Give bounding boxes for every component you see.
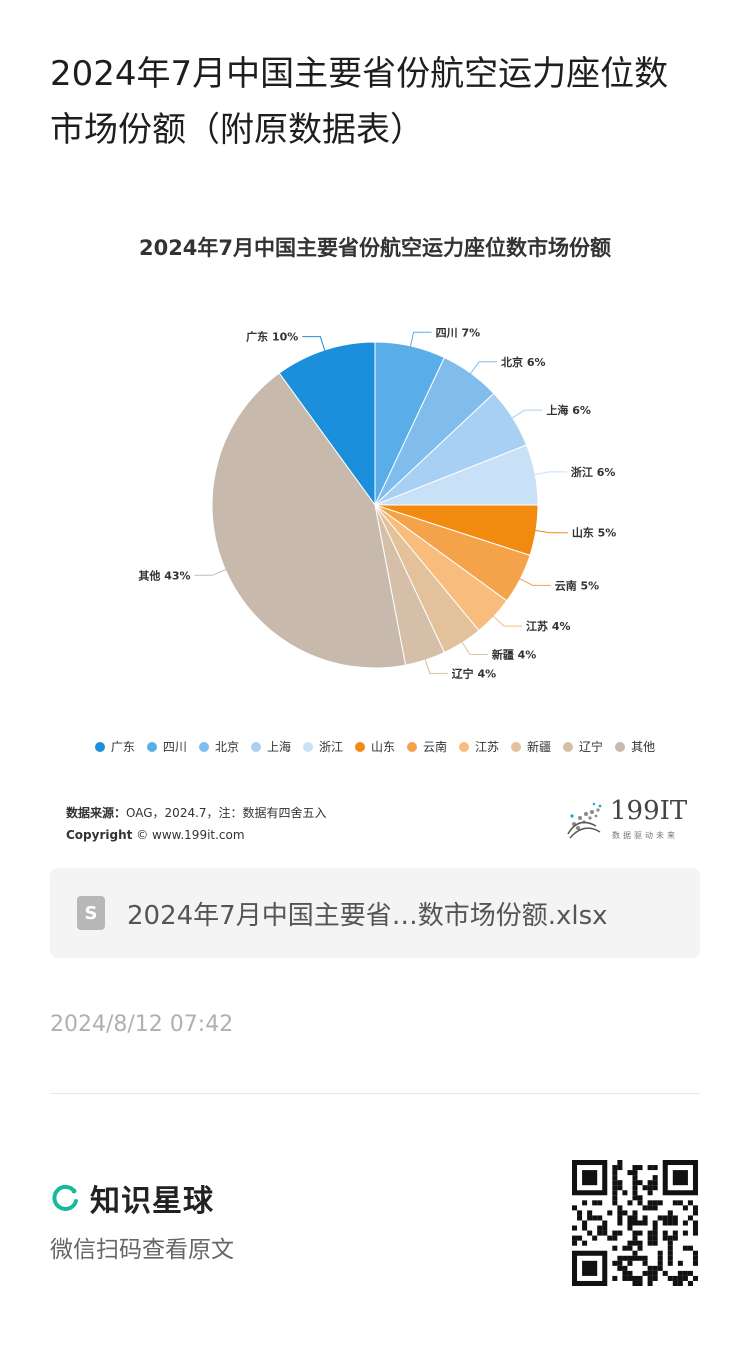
legend-item-0: 广东 xyxy=(94,738,135,755)
legend-item-8: 新疆 xyxy=(511,738,551,755)
legend-label: 辽宁 xyxy=(579,740,604,754)
legend-label: 广东 xyxy=(110,740,135,754)
legend-dot-icon xyxy=(250,741,261,752)
legend-label: 江苏 xyxy=(475,740,500,754)
chart-title: 2024年7月中国主要省份航空运力座位数市场份额 xyxy=(138,236,612,260)
leader-line-0 xyxy=(302,336,327,354)
chart-legend: 广东 四川 北京 上海 浙江 山东 云南 江苏 新疆 辽宁 其他 xyxy=(0,738,750,755)
zsxq-logo-icon xyxy=(52,1184,78,1211)
legend-dot-icon xyxy=(146,741,157,752)
slice-label-0: 广东 10% xyxy=(246,330,298,344)
slice-label-7: 江苏 4% xyxy=(526,619,571,633)
chart-source: 数据来源：OAG，2024.7，注：数据有四舍五入 Copyright © ww… xyxy=(66,802,327,846)
pie-chart: 广东 10% 四川 7% 北京 6% 上海 6% 浙江 6% 山东 5% 云南 5% 江苏 4… xyxy=(138,326,617,680)
slice-label-4: 浙江 6% xyxy=(571,465,616,479)
leader-line-7 xyxy=(490,613,523,627)
qr-code-icon[interactable] xyxy=(572,1160,698,1286)
slice-label-5: 山东 5% xyxy=(572,526,617,540)
slice-label-3: 上海 6% xyxy=(546,403,591,417)
leader-line-4 xyxy=(531,471,567,476)
scan-hint: 微信扫码查看原文 xyxy=(50,1237,234,1263)
slice-label-2: 北京 6% xyxy=(501,355,546,369)
slice-label-8: 新疆 4% xyxy=(492,647,537,661)
leader-line-9 xyxy=(423,656,448,674)
source-text: OAG，2024.7，注：数据有四舍五入 xyxy=(126,806,327,820)
attachment-card[interactable]: S 2024年7月中国主要省…数市场份额.xlsx xyxy=(50,868,700,958)
legend-label: 北京 xyxy=(214,740,239,754)
attachment-file-name: 2024年7月中国主要省…数市场份额.xlsx xyxy=(127,900,608,931)
legend-label: 浙江 xyxy=(318,740,343,754)
legend-dot-icon xyxy=(94,741,105,752)
divider xyxy=(50,1093,700,1094)
legend-item-3: 上海 xyxy=(250,738,291,755)
legend-dot-icon xyxy=(563,741,574,752)
copyright-label: Copyright xyxy=(66,828,133,842)
app-brand: 知识星球 xyxy=(50,1176,214,1220)
legend-label: 云南 xyxy=(423,740,448,754)
leader-line-3 xyxy=(508,409,543,421)
brand-name: 199IT xyxy=(610,796,688,826)
legend-item-7: 江苏 xyxy=(459,738,499,755)
brand-logo-icon xyxy=(567,802,602,839)
leader-line-10 xyxy=(194,567,230,576)
leader-line-8 xyxy=(459,638,488,655)
legend-dot-icon xyxy=(511,741,522,752)
legend-dot-icon xyxy=(615,741,626,752)
legend-label: 其他 xyxy=(631,740,656,754)
page-title: 2024年7月中国主要省份航空运力座位数市场份额（附原数据表） xyxy=(50,54,669,150)
slice-label-6: 云南 5% xyxy=(555,578,600,592)
leader-line-1 xyxy=(409,331,432,350)
source-label: 数据来源： xyxy=(66,806,127,820)
legend-dot-icon xyxy=(407,741,417,752)
legend-dot-icon xyxy=(354,741,365,752)
leader-line-5 xyxy=(531,529,568,534)
legend-item-5: 山东 xyxy=(354,738,395,755)
legend-label: 山东 xyxy=(370,740,395,754)
leader-line-6 xyxy=(516,576,551,586)
legend-dot-icon xyxy=(198,741,209,752)
legend-item-1: 四川 xyxy=(146,738,187,755)
legend-item-2: 北京 xyxy=(198,738,239,755)
app-name: 知识星球 xyxy=(90,1184,214,1219)
legend-item-10: 其他 xyxy=(615,738,655,755)
legend-item-4: 浙江 xyxy=(302,738,343,755)
slice-label-1: 四川 7% xyxy=(436,326,481,339)
legend-item-9: 辽宁 xyxy=(563,738,603,755)
slice-label-10: 其他 43% xyxy=(138,568,190,582)
brand-tagline: 数据驱动未来 xyxy=(612,831,678,840)
legend-label: 上海 xyxy=(266,740,291,754)
copyright-text: © www.199it.com xyxy=(136,828,245,842)
leader-line-2 xyxy=(468,361,498,377)
legend-label: 四川 xyxy=(162,740,187,754)
legend-dot-icon xyxy=(459,741,470,752)
legend-dot-icon xyxy=(302,741,313,752)
spreadsheet-file-icon: S xyxy=(77,896,105,930)
post-timestamp: 2024/8/12 07:42 xyxy=(50,1012,234,1037)
slice-label-9: 辽宁 4% xyxy=(452,666,497,680)
legend-label: 新疆 xyxy=(527,740,552,754)
legend-item-6: 云南 xyxy=(407,738,447,755)
